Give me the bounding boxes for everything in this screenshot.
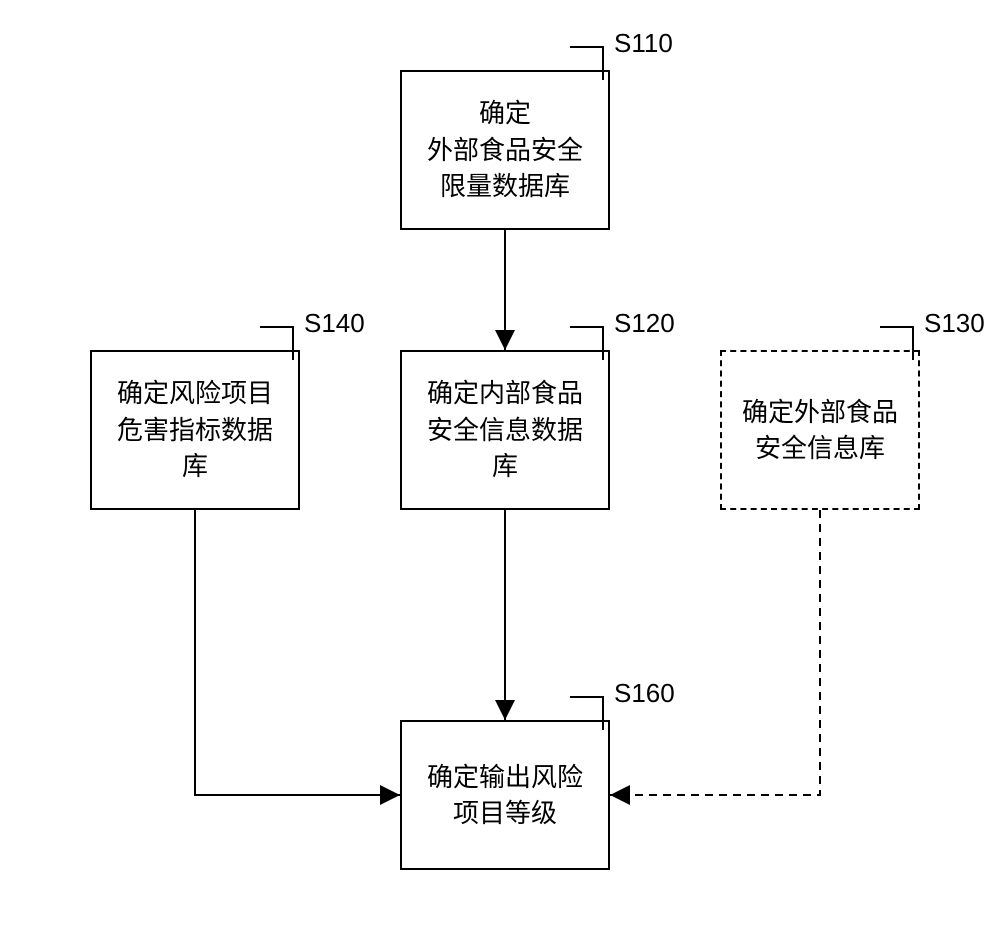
label-s140: S140 — [304, 308, 365, 339]
leader-s110 — [570, 46, 604, 80]
leader-s130 — [880, 326, 914, 360]
node-s130-text: 确定外部食品安全信息库 — [742, 394, 898, 467]
node-s110-text: 确定外部食品安全限量数据库 — [427, 95, 583, 204]
leader-s160 — [570, 696, 604, 730]
leader-s140 — [260, 326, 294, 360]
node-s120: 确定内部食品安全信息数据库 — [400, 350, 610, 510]
node-s160: 确定输出风险项目等级 — [400, 720, 610, 870]
label-s120: S120 — [614, 308, 675, 339]
node-s140: 确定风险项目危害指标数据库 — [90, 350, 300, 510]
node-s110: 确定外部食品安全限量数据库 — [400, 70, 610, 230]
label-s110: S110 — [614, 28, 673, 59]
node-s120-text: 确定内部食品安全信息数据库 — [427, 375, 583, 484]
label-s160: S160 — [614, 678, 675, 709]
node-s160-text: 确定输出风险项目等级 — [427, 759, 583, 832]
leader-s120 — [570, 326, 604, 360]
node-s130: 确定外部食品安全信息库 — [720, 350, 920, 510]
label-s130: S130 — [924, 308, 985, 339]
node-s140-text: 确定风险项目危害指标数据库 — [117, 375, 273, 484]
